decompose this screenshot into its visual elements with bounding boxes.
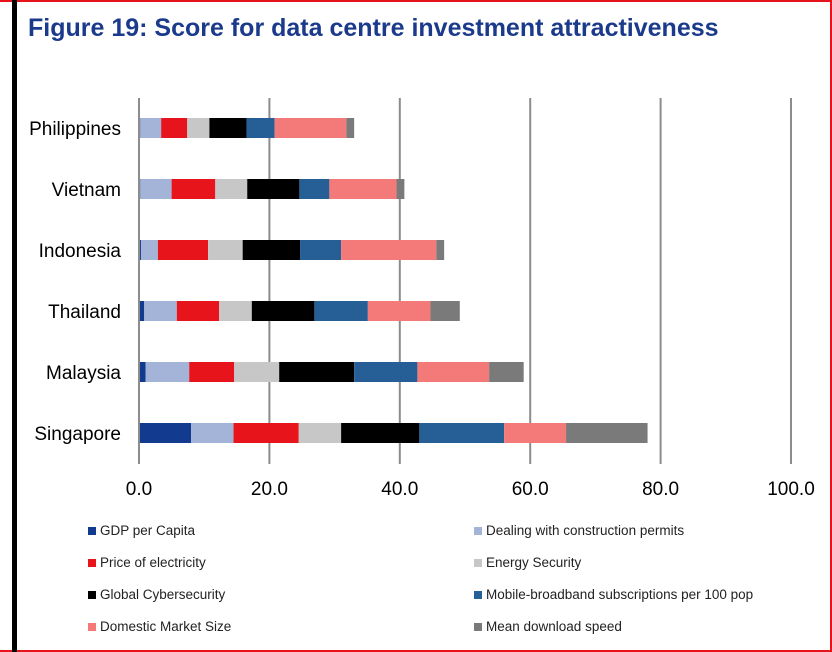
legend-swatch: [474, 527, 482, 535]
bar-indonesia-energy-security: [208, 240, 243, 260]
frame-border-top: [0, 0, 832, 2]
legend-item: Mobile-broadband subscriptions per 100 p…: [474, 587, 753, 602]
bar-philippines-mean-download-speed: [346, 118, 355, 138]
frame-border-right: [830, 0, 832, 652]
bar-malaysia-mobile-broadband-subscriptions-per-100-pop: [354, 362, 418, 382]
bar-vietnam-price-of-electricity: [171, 179, 216, 199]
legend-label: Dealing with construction permits: [486, 523, 685, 538]
bar-indonesia-mobile-broadband-subscriptions-per-100-pop: [300, 240, 342, 260]
bar-vietnam-mobile-broadband-subscriptions-per-100-pop: [299, 179, 330, 199]
category-label: Thailand: [48, 302, 121, 323]
bar-malaysia-gdp-per-capita: [139, 362, 146, 382]
x-tick-label: 80.0: [642, 479, 679, 500]
bar-singapore-global-cybersecurity: [341, 423, 420, 443]
legend-label: Price of electricity: [100, 555, 206, 570]
bar-thailand-dealing-with-construction-permits: [144, 301, 177, 321]
bar-thailand-mobile-broadband-subscriptions-per-100-pop: [314, 301, 368, 321]
bar-singapore-energy-security: [298, 423, 342, 443]
legend-swatch: [88, 591, 96, 599]
legend-swatch: [474, 591, 482, 599]
bar-indonesia-global-cybersecurity: [242, 240, 301, 260]
legend-label: Domestic Market Size: [100, 619, 232, 634]
bar-singapore-gdp-per-capita: [139, 423, 192, 443]
category-label: Vietnam: [52, 180, 121, 201]
bar-philippines-dealing-with-construction-permits: [140, 118, 162, 138]
category-label: Singapore: [34, 424, 121, 445]
bar-thailand-energy-security: [219, 301, 252, 321]
bar-philippines-global-cybersecurity: [209, 118, 247, 138]
category-label: Indonesia: [39, 241, 122, 262]
bar-vietnam-global-cybersecurity: [247, 179, 300, 199]
x-tick-label: 40.0: [381, 479, 418, 500]
bar-thailand-global-cybersecurity: [251, 301, 315, 321]
legend-item: Energy Security: [474, 555, 581, 570]
x-tick-label: 60.0: [512, 479, 549, 500]
legend-label: Energy Security: [486, 555, 582, 570]
category-label: Malaysia: [46, 363, 121, 384]
frame-border-bottom: [0, 650, 832, 652]
bar-philippines-mobile-broadband-subscriptions-per-100-pop: [246, 118, 275, 138]
bar-vietnam-mean-download-speed: [396, 179, 405, 199]
bar-singapore-domestic-market-size: [504, 423, 567, 443]
bar-thailand-price-of-electricity: [176, 301, 220, 321]
x-tick-label: 0.0: [126, 479, 152, 500]
x-tick-label: 100.0: [767, 479, 815, 500]
bar-malaysia-price-of-electricity: [189, 362, 235, 382]
bar-singapore-mean-download-speed: [566, 423, 648, 443]
legend-item: GDP per Capita: [88, 523, 195, 538]
bar-philippines-domestic-market-size: [274, 118, 347, 138]
legend-swatch: [88, 559, 96, 567]
legend-item: Price of electricity: [88, 555, 206, 570]
bar-malaysia-global-cybersecurity: [279, 362, 355, 382]
legend-label: Mean download speed: [486, 619, 622, 634]
legend-label: Mobile-broadband subscriptions per 100 p…: [486, 587, 754, 602]
bar-malaysia-domestic-market-size: [417, 362, 490, 382]
legend-swatch: [88, 527, 96, 535]
bar-malaysia-mean-download-speed: [489, 362, 524, 382]
bar-singapore-mobile-broadband-subscriptions-per-100-pop: [419, 423, 505, 443]
x-tick-label: 20.0: [251, 479, 288, 500]
bar-vietnam-domestic-market-size: [329, 179, 397, 199]
legend-item: Domestic Market Size: [88, 619, 231, 634]
bar-indonesia-domestic-market-size: [341, 240, 437, 260]
bar-malaysia-energy-security: [234, 362, 280, 382]
chart-title: Figure 19: Score for data centre investm…: [28, 14, 719, 42]
legend-swatch: [474, 559, 482, 567]
bar-thailand-gdp-per-capita: [139, 301, 145, 321]
legend-label: Global Cybersecurity: [100, 587, 226, 602]
legend-swatch: [474, 623, 482, 631]
bar-malaysia-dealing-with-construction-permits: [145, 362, 190, 382]
legend-item: Dealing with construction permits: [474, 523, 684, 538]
bar-indonesia-dealing-with-construction-permits: [140, 240, 158, 260]
bar-thailand-mean-download-speed: [430, 301, 460, 321]
frame-border-left: [12, 0, 17, 652]
bar-philippines-price-of-electricity: [161, 118, 188, 138]
bar-indonesia-price-of-electricity: [157, 240, 209, 260]
bar-philippines-energy-security: [187, 118, 210, 138]
bar-singapore-price-of-electricity: [233, 423, 299, 443]
legend-item: Global Cybersecurity: [88, 587, 225, 602]
bar-indonesia-mean-download-speed: [436, 240, 445, 260]
legend-swatch: [88, 623, 96, 631]
bar-vietnam-dealing-with-construction-permits: [140, 179, 172, 199]
legend-item: Mean download speed: [474, 619, 622, 634]
bar-vietnam-energy-security: [215, 179, 248, 199]
bar-thailand-domestic-market-size: [367, 301, 431, 321]
category-label: Philippines: [29, 119, 121, 140]
legend-label: GDP per Capita: [100, 523, 196, 538]
bar-singapore-dealing-with-construction-permits: [191, 423, 234, 443]
